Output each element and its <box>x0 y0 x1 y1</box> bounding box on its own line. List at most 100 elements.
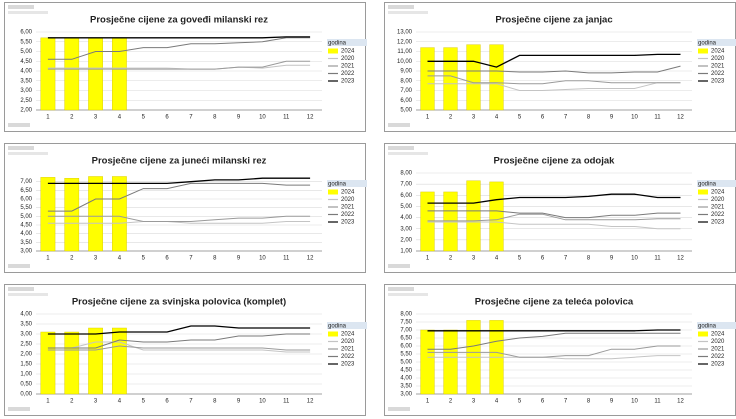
x-tick-label: 10 <box>259 399 266 405</box>
legend-label: 2021 <box>711 347 725 353</box>
y-tick-label: 9,00 <box>400 69 412 75</box>
x-tick-label: 2 <box>70 115 74 121</box>
x-tick-label: 4 <box>118 256 122 262</box>
chart-title: Prosječne cijene za odojak <box>494 156 616 167</box>
line-series <box>47 341 311 353</box>
y-tick-label: 1,00 <box>400 249 412 255</box>
y-tick-label: 4,00 <box>400 215 412 221</box>
bar <box>88 327 103 395</box>
bar <box>112 327 127 395</box>
bar <box>40 177 56 252</box>
chart-panel: Prosječne cijene za svinjska polovica (k… <box>4 284 367 416</box>
x-tick-label: 10 <box>259 256 266 262</box>
x-tick-label: 4 <box>118 115 122 121</box>
y-tick-label: 5,50 <box>20 205 32 211</box>
legend-label: 2020 <box>341 197 355 203</box>
y-tick-label: 10,00 <box>397 59 413 65</box>
y-tick-label: 1,00 <box>20 372 32 378</box>
x-tick-label: 5 <box>518 256 522 262</box>
x-tick-label: 3 <box>472 256 476 262</box>
y-tick-label: 6,50 <box>400 336 412 342</box>
line-series <box>427 210 681 219</box>
x-tick-label: 7 <box>189 399 193 405</box>
bar <box>466 180 481 252</box>
y-tick-label: 8,00 <box>400 171 412 177</box>
legend-label: 2021 <box>711 64 725 70</box>
bar <box>112 37 127 111</box>
line-series <box>427 75 681 85</box>
pivot-field <box>8 146 34 150</box>
bar <box>88 37 103 111</box>
x-tick-label: 8 <box>213 399 217 405</box>
legend-label: 2022 <box>711 354 725 360</box>
pivot-field <box>388 152 428 155</box>
y-tick-label: 4,00 <box>20 69 32 75</box>
y-tick-label: 5,00 <box>400 360 412 366</box>
line-series <box>427 345 681 358</box>
legend-swatch <box>698 189 708 195</box>
y-tick-label: 8,00 <box>400 78 412 84</box>
y-tick-label: 11,00 <box>397 49 412 55</box>
line-series <box>47 36 311 39</box>
x-tick-label: 5 <box>518 399 522 405</box>
x-tick-label: 8 <box>587 256 591 262</box>
line-series <box>47 325 311 335</box>
x-tick-label: 12 <box>677 115 684 121</box>
chart-panel: Prosječne cijene za teleća polovica 3,00 3… <box>384 284 736 416</box>
x-tick-label: 8 <box>213 115 217 121</box>
legend-label: 2021 <box>711 205 725 211</box>
y-tick-label: 6,00 <box>20 30 32 36</box>
x-tick-label: 4 <box>495 256 499 262</box>
y-tick-label: 12,00 <box>397 39 413 45</box>
line-series <box>427 193 681 204</box>
legend-header <box>697 322 736 329</box>
y-tick-label: 7,00 <box>400 88 412 94</box>
legend-label: 2024 <box>711 190 725 196</box>
x-tick-label: 11 <box>654 399 661 405</box>
bar <box>64 331 80 395</box>
x-tick-label: 10 <box>631 115 638 121</box>
y-tick-label: 3,50 <box>20 78 32 84</box>
chart-panel: Prosječne cijene za goveđi milanski rez 2… <box>4 2 367 132</box>
y-tick-label: 8,00 <box>400 312 412 318</box>
line-series <box>47 60 311 70</box>
x-tick-label: 11 <box>654 256 661 262</box>
pivot-field <box>388 287 414 291</box>
x-tick-label: 12 <box>307 115 314 121</box>
y-tick-label: 3,50 <box>20 322 32 328</box>
x-tick-label: 4 <box>118 399 122 405</box>
bar <box>443 47 458 111</box>
x-tick-label: 12 <box>677 399 684 405</box>
legend-label: 2024 <box>711 332 725 338</box>
legend-title: godina <box>328 182 347 188</box>
legend-label: 2020 <box>711 339 725 345</box>
legend-label: 2023 <box>341 362 355 368</box>
legend-header <box>327 180 367 187</box>
y-tick-label: 2,50 <box>20 342 32 348</box>
y-tick-label: 5,00 <box>400 204 412 210</box>
line-series <box>427 82 681 91</box>
legend-title: godina <box>698 324 717 330</box>
legend-header <box>697 180 736 187</box>
x-tick-label: 5 <box>142 115 146 121</box>
y-tick-label: 0,50 <box>20 382 32 388</box>
x-tick-label: 5 <box>142 256 146 262</box>
pivot-field <box>388 146 414 150</box>
x-tick-label: 4 <box>495 115 499 121</box>
x-tick-label: 1 <box>46 399 50 405</box>
bar <box>420 47 435 111</box>
line-series <box>47 221 311 224</box>
legend-label: 2022 <box>341 71 355 77</box>
y-tick-label: 2,00 <box>400 237 412 243</box>
legend-label: 2023 <box>711 220 725 226</box>
legend-label: 2020 <box>341 339 355 345</box>
y-tick-label: 3,00 <box>400 392 412 398</box>
y-tick-label: 2,50 <box>20 98 32 104</box>
legend-swatch <box>328 189 338 195</box>
x-tick-label: 6 <box>165 399 169 405</box>
x-tick-label: 1 <box>426 256 430 262</box>
bar <box>443 191 458 252</box>
x-tick-label: 7 <box>564 256 568 262</box>
x-tick-label: 11 <box>283 115 290 121</box>
